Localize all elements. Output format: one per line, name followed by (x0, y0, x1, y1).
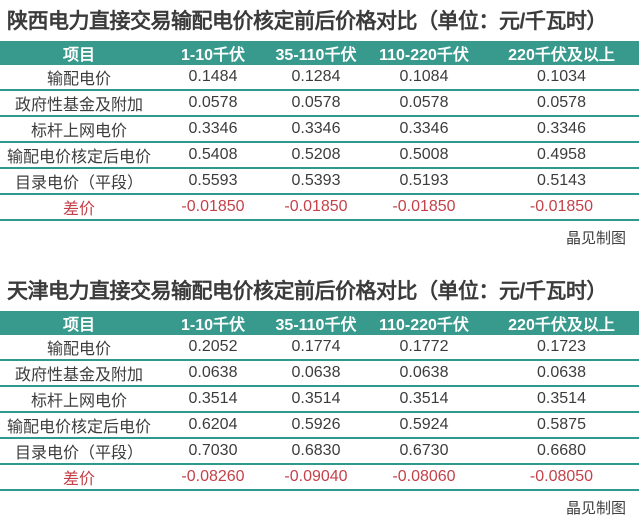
credit-label: 晶见制图 (565, 230, 626, 247)
row-label: 政府性基金及附加 (0, 90, 158, 117)
cell-value: -0.01850 (268, 194, 364, 221)
cell-value: 0.1774 (268, 335, 364, 361)
credit-label: 晶见制图 (565, 500, 626, 517)
cell-value: -0.08050 (484, 464, 639, 491)
table-section: 陕西电力直接交易输配电价核定前后价格对比（单位：元/千瓦时） 项目 1-10千伏 3… (0, 0, 639, 248)
table-row: 输配电价 0.2052 0.1774 0.1772 0.1723 (0, 335, 639, 361)
row-label: 输配电价 (0, 65, 158, 91)
cell-value: 0.5143 (484, 168, 639, 195)
column-header-voltage: 220千伏及以上 (484, 311, 639, 335)
table-row: 标杆上网电价 0.3346 0.3346 0.3346 0.3346 (0, 116, 639, 143)
cell-value: -0.01850 (484, 194, 639, 221)
row-label: 输配电价核定后电价 (0, 412, 158, 439)
cell-value: 0.0578 (158, 90, 268, 117)
table-row: 输配电价核定后电价 0.6204 0.5926 0.5924 0.5875 (0, 412, 639, 439)
cell-value: 0.3346 (364, 116, 484, 143)
table-row: 目录电价（平段） 0.5593 0.5393 0.5193 0.5143 (0, 168, 639, 195)
table-title: 天津电力直接交易输配电价核定前后价格对比（单位：元/千瓦时） (7, 280, 607, 303)
table-body: 输配电价 0.1484 0.1284 0.1084 0.1034 政府性基金及附加 0.05… (0, 65, 639, 221)
price-table: 项目 1-10千伏 35-110千伏 110-220千伏 220千伏及以上 输配电价 0.… (0, 311, 639, 491)
cell-value: 0.4958 (484, 142, 639, 169)
cell-value: 0.2052 (158, 335, 268, 361)
cell-value: -0.08260 (158, 464, 268, 491)
cell-value: 0.3346 (268, 116, 364, 143)
row-label: 输配电价 (0, 335, 158, 361)
cell-value: 0.6204 (158, 412, 268, 439)
cell-value: 0.0638 (268, 360, 364, 387)
cell-value: 0.0638 (484, 360, 639, 387)
row-label: 政府性基金及附加 (0, 360, 158, 387)
cell-value: 0.5926 (268, 412, 364, 439)
cell-value: 0.3514 (484, 386, 639, 413)
cell-value: 0.1284 (268, 65, 364, 91)
row-label: 标杆上网电价 (0, 386, 158, 413)
cell-value: 0.0578 (484, 90, 639, 117)
cell-value: 0.0638 (158, 360, 268, 387)
cell-value: 0.1484 (158, 65, 268, 91)
cell-value: 0.3514 (268, 386, 364, 413)
cell-value: 0.3346 (484, 116, 639, 143)
row-label: 目录电价（平段） (0, 438, 158, 465)
cell-value: 0.6730 (364, 438, 484, 465)
cell-value: 0.0638 (364, 360, 484, 387)
row-label: 目录电价（平段） (0, 168, 158, 195)
table-row: 输配电价核定后电价 0.5408 0.5208 0.5008 0.4958 (0, 142, 639, 169)
cell-value: 0.5408 (158, 142, 268, 169)
cell-value: -0.01850 (364, 194, 484, 221)
table-row: 差价 -0.08260 -0.09040 -0.08060 -0.08050 (0, 464, 639, 491)
cell-value: 0.5208 (268, 142, 364, 169)
header-row: 项目 1-10千伏 35-110千伏 110-220千伏 220千伏及以上 (0, 311, 639, 335)
cell-value: 0.3346 (158, 116, 268, 143)
price-table: 项目 1-10千伏 35-110千伏 110-220千伏 220千伏及以上 输配电价 0.… (0, 41, 639, 221)
table-section: 天津电力直接交易输配电价核定前后价格对比（单位：元/千瓦时） 项目 1-10千伏 3… (0, 270, 639, 518)
table-row: 差价 -0.01850 -0.01850 -0.01850 -0.01850 (0, 194, 639, 221)
column-header-voltage: 110-220千伏 (364, 41, 484, 65)
cell-value: 0.7030 (158, 438, 268, 465)
column-header-voltage: 110-220千伏 (364, 311, 484, 335)
table-title: 陕西电力直接交易输配电价核定前后价格对比（单位：元/千瓦时） (7, 10, 607, 33)
cell-value: 0.5193 (364, 168, 484, 195)
row-label: 差价 (0, 194, 158, 221)
cell-value: 0.5008 (364, 142, 484, 169)
table-row: 输配电价 0.1484 0.1284 0.1084 0.1034 (0, 65, 639, 91)
column-header-voltage: 35-110千伏 (268, 311, 364, 335)
column-header-voltage: 1-10千伏 (158, 41, 268, 65)
row-label: 标杆上网电价 (0, 116, 158, 143)
cell-value: 0.5593 (158, 168, 268, 195)
row-label: 输配电价核定后电价 (0, 142, 158, 169)
column-header-voltage: 35-110千伏 (268, 41, 364, 65)
column-header-item: 项目 (0, 311, 158, 335)
table-row: 政府性基金及附加 0.0638 0.0638 0.0638 0.0638 (0, 360, 639, 387)
cell-value: 0.0578 (268, 90, 364, 117)
table-row: 目录电价（平段） 0.7030 0.6830 0.6730 0.6680 (0, 438, 639, 465)
cell-value: 0.1084 (364, 65, 484, 91)
cell-value: 0.6830 (268, 438, 364, 465)
column-header-voltage: 1-10千伏 (158, 311, 268, 335)
cell-value: 0.3514 (158, 386, 268, 413)
column-header-item: 项目 (0, 41, 158, 65)
cell-value: 0.5924 (364, 412, 484, 439)
cell-value: -0.01850 (158, 194, 268, 221)
cell-value: 0.6680 (484, 438, 639, 465)
cell-value: 0.3514 (364, 386, 484, 413)
cell-value: 0.1723 (484, 335, 639, 361)
cell-value: 0.5393 (268, 168, 364, 195)
cell-value: -0.08060 (364, 464, 484, 491)
cell-value: 0.5875 (484, 412, 639, 439)
column-header-voltage: 220千伏及以上 (484, 41, 639, 65)
cell-value: 0.1034 (484, 65, 639, 91)
cell-value: 0.0578 (364, 90, 484, 117)
header-row: 项目 1-10千伏 35-110千伏 110-220千伏 220千伏及以上 (0, 41, 639, 65)
table-body: 输配电价 0.2052 0.1774 0.1772 0.1723 政府性基金及附加 0.06… (0, 335, 639, 491)
row-label: 差价 (0, 464, 158, 491)
cell-value: -0.09040 (268, 464, 364, 491)
cell-value: 0.1772 (364, 335, 484, 361)
table-row: 标杆上网电价 0.3514 0.3514 0.3514 0.3514 (0, 386, 639, 413)
table-row: 政府性基金及附加 0.0578 0.0578 0.0578 0.0578 (0, 90, 639, 117)
